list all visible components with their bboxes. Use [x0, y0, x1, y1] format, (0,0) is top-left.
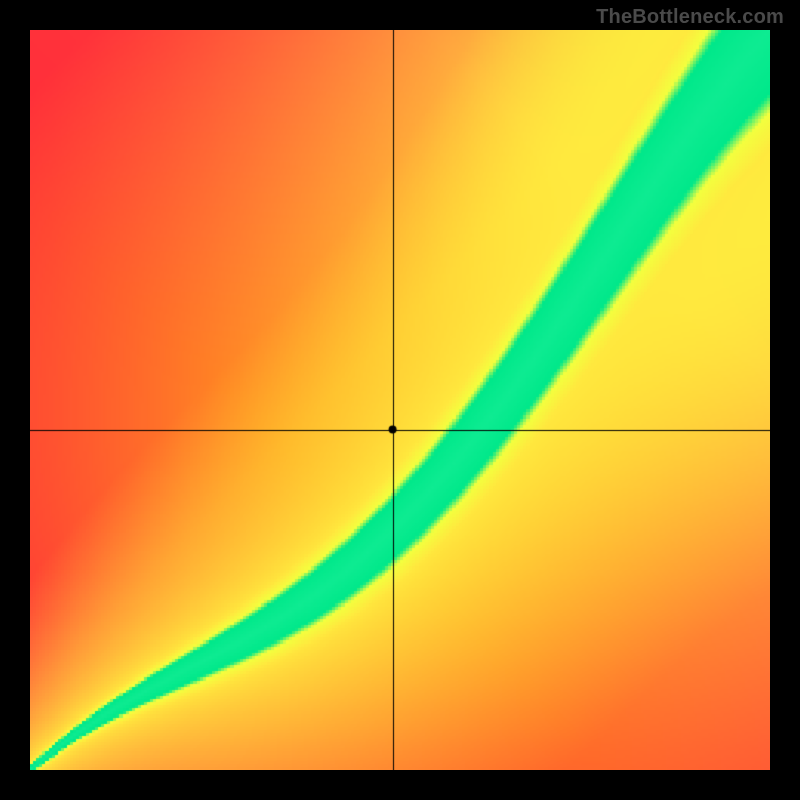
bottleneck-heatmap	[30, 30, 770, 770]
attribution-text: TheBottleneck.com	[596, 6, 784, 29]
